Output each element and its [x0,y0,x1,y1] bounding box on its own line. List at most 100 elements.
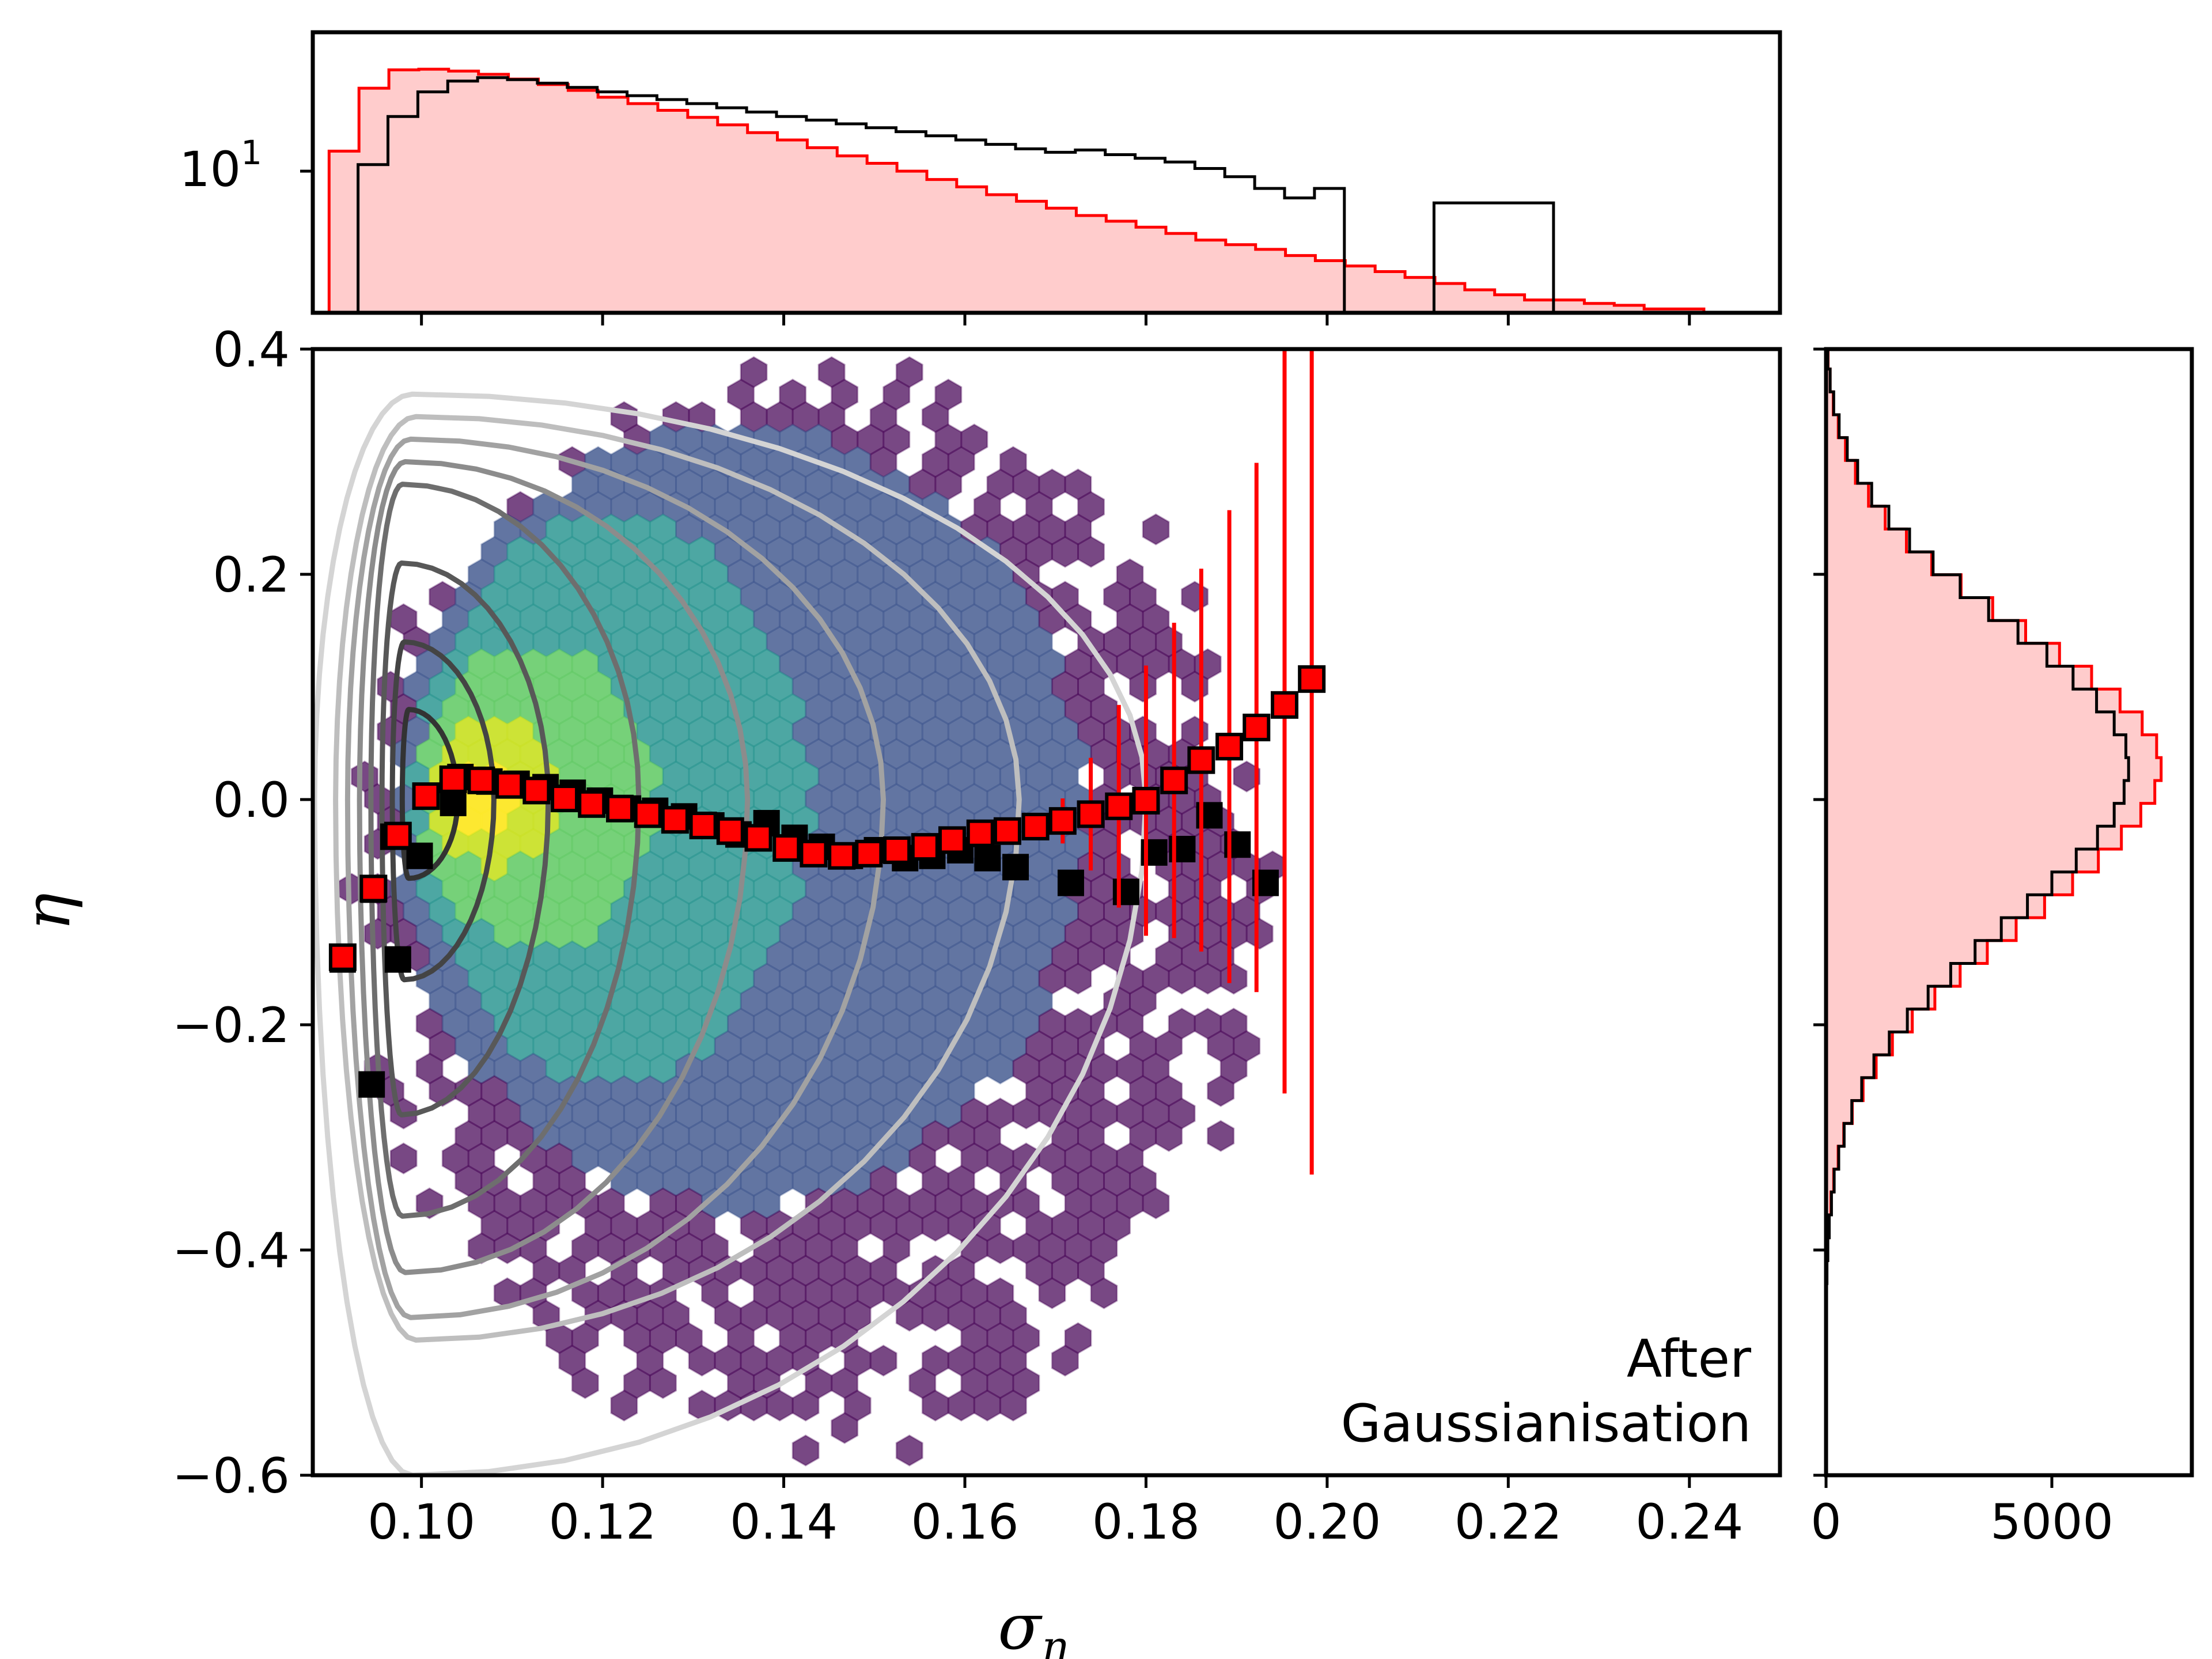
red-square-marker [800,839,828,868]
hexbin-cell [986,1232,1014,1264]
hexbin-cell [1142,513,1170,546]
hexbin-cell [947,1389,975,1422]
red-square-marker [328,943,357,971]
x-tick-label: 0.10 [368,1494,475,1550]
x-tick-label: 0.24 [1635,1494,1743,1550]
red-square-marker [551,785,579,813]
red-square-marker [828,842,856,870]
main-axes-frame [310,347,1782,1478]
red-square-marker [1105,792,1133,820]
hexbin-cell [1233,760,1261,793]
right-x-tick-label: 0 [1810,1494,1841,1550]
hexbin-cell [1129,671,1157,703]
y-tick-label: −0.2 [172,997,290,1054]
black-square-marker [1002,854,1029,881]
hexbin-cell [986,1052,1014,1085]
hexbin-cell [921,1210,949,1242]
hexbin-cell [999,1389,1027,1422]
x-tick-label: 0.18 [1092,1494,1200,1550]
top-x-ticks [420,313,1691,325]
red-square-marker [384,821,412,850]
annotation-line-2: Gaussianisation [1341,1393,1751,1454]
hexbin-cell [1207,1120,1235,1152]
hexbin-cell [895,1434,923,1467]
top-histogram-black [357,76,1555,313]
black-square-marker [1057,869,1084,896]
density-contours [313,391,1149,1475]
hexbin-cell [1090,1277,1118,1309]
x-axis-label-subscript: η [1041,1622,1066,1659]
hexbin-cell [1051,1344,1079,1377]
hexbin-cell [973,1389,1001,1422]
red-square-marker [689,811,717,839]
red-square-marker [1132,786,1160,815]
red-square-marker [495,771,524,799]
hexbin-cell [1168,963,1196,995]
red-square-marker [1243,713,1271,741]
hexbin-cell [1012,1097,1040,1130]
hexbin-cell [1207,1075,1235,1107]
red-square-marker [522,777,551,805]
right-x-tick-label: 5000 [1990,1494,2113,1550]
hexbin-cell [921,1300,949,1332]
hexbin-cell [1181,671,1209,703]
x-tick-label: 0.20 [1273,1494,1381,1550]
y-tick-label: −0.6 [172,1448,290,1504]
density-contour [333,414,1022,1343]
red-square-marker [1160,766,1188,794]
black-square-marker [358,1071,385,1098]
x-tick-label: 0.22 [1455,1494,1562,1550]
density-contour [344,436,886,1320]
red-square-marker [1187,746,1215,774]
hexbin-cell [1245,918,1274,950]
red-square-marker [412,782,440,810]
red-square-marker [1048,807,1077,835]
red-square-marker [993,817,1021,845]
y-tick-label: 0.0 [213,772,290,828]
x-axis-label: ση [998,1590,1066,1659]
x-tick-label: 0.16 [911,1494,1018,1550]
red-square-marker [605,794,634,823]
red-square-marker [634,800,662,828]
hexbin-cell [1194,963,1222,995]
hexbin-cell [921,1389,949,1422]
density-contour [357,459,751,1275]
density-contour [389,639,497,983]
hexbin-cell [1077,536,1105,568]
top-y-ticks: 101 [179,133,313,198]
hexbin-cell [1142,1187,1170,1219]
y-tick-label: 0.2 [213,547,290,603]
hexbin-cell [688,1344,716,1377]
top-ytick-label: 101 [179,133,262,198]
hexbin-cell [831,1412,859,1444]
main-x-ticks: 0.10 0.12 0.14 0.16 0.18 0.20 0.22 0.24 [368,1475,1743,1550]
top-histogram-red [327,67,1736,313]
red-square-marker [855,839,883,868]
hexbin-cell [1051,536,1079,568]
red-square-marker [578,790,606,818]
hexbin-cell [389,1142,418,1175]
y-axis-label: η [10,893,84,931]
red-square-marker [744,824,772,852]
density-contour [379,560,551,1118]
hexbin-cell [1181,581,1209,613]
black-square-marker [440,789,467,816]
red-square-marker [883,836,911,864]
red-square-marker [1215,733,1244,761]
red-square-marker [1270,691,1298,719]
red-square-marker [359,874,388,903]
right-x-ticks: 0 5000 [1810,1475,2113,1550]
hexbin-cell [1155,1120,1183,1152]
top-ytick-base: 10 [179,141,241,198]
right-histogram-black [1826,349,2130,1308]
black-square-marker [974,844,1001,872]
red-square-marker [1021,812,1050,840]
red-square-marker [467,766,495,794]
x-tick-label: 0.12 [549,1494,657,1550]
red-square-marker [716,817,744,845]
hexbin-cell [791,1434,820,1467]
right-histogram-red [1826,349,2163,1308]
hexbin-cell [1038,1277,1066,1309]
hexbin-cell [649,1367,677,1399]
